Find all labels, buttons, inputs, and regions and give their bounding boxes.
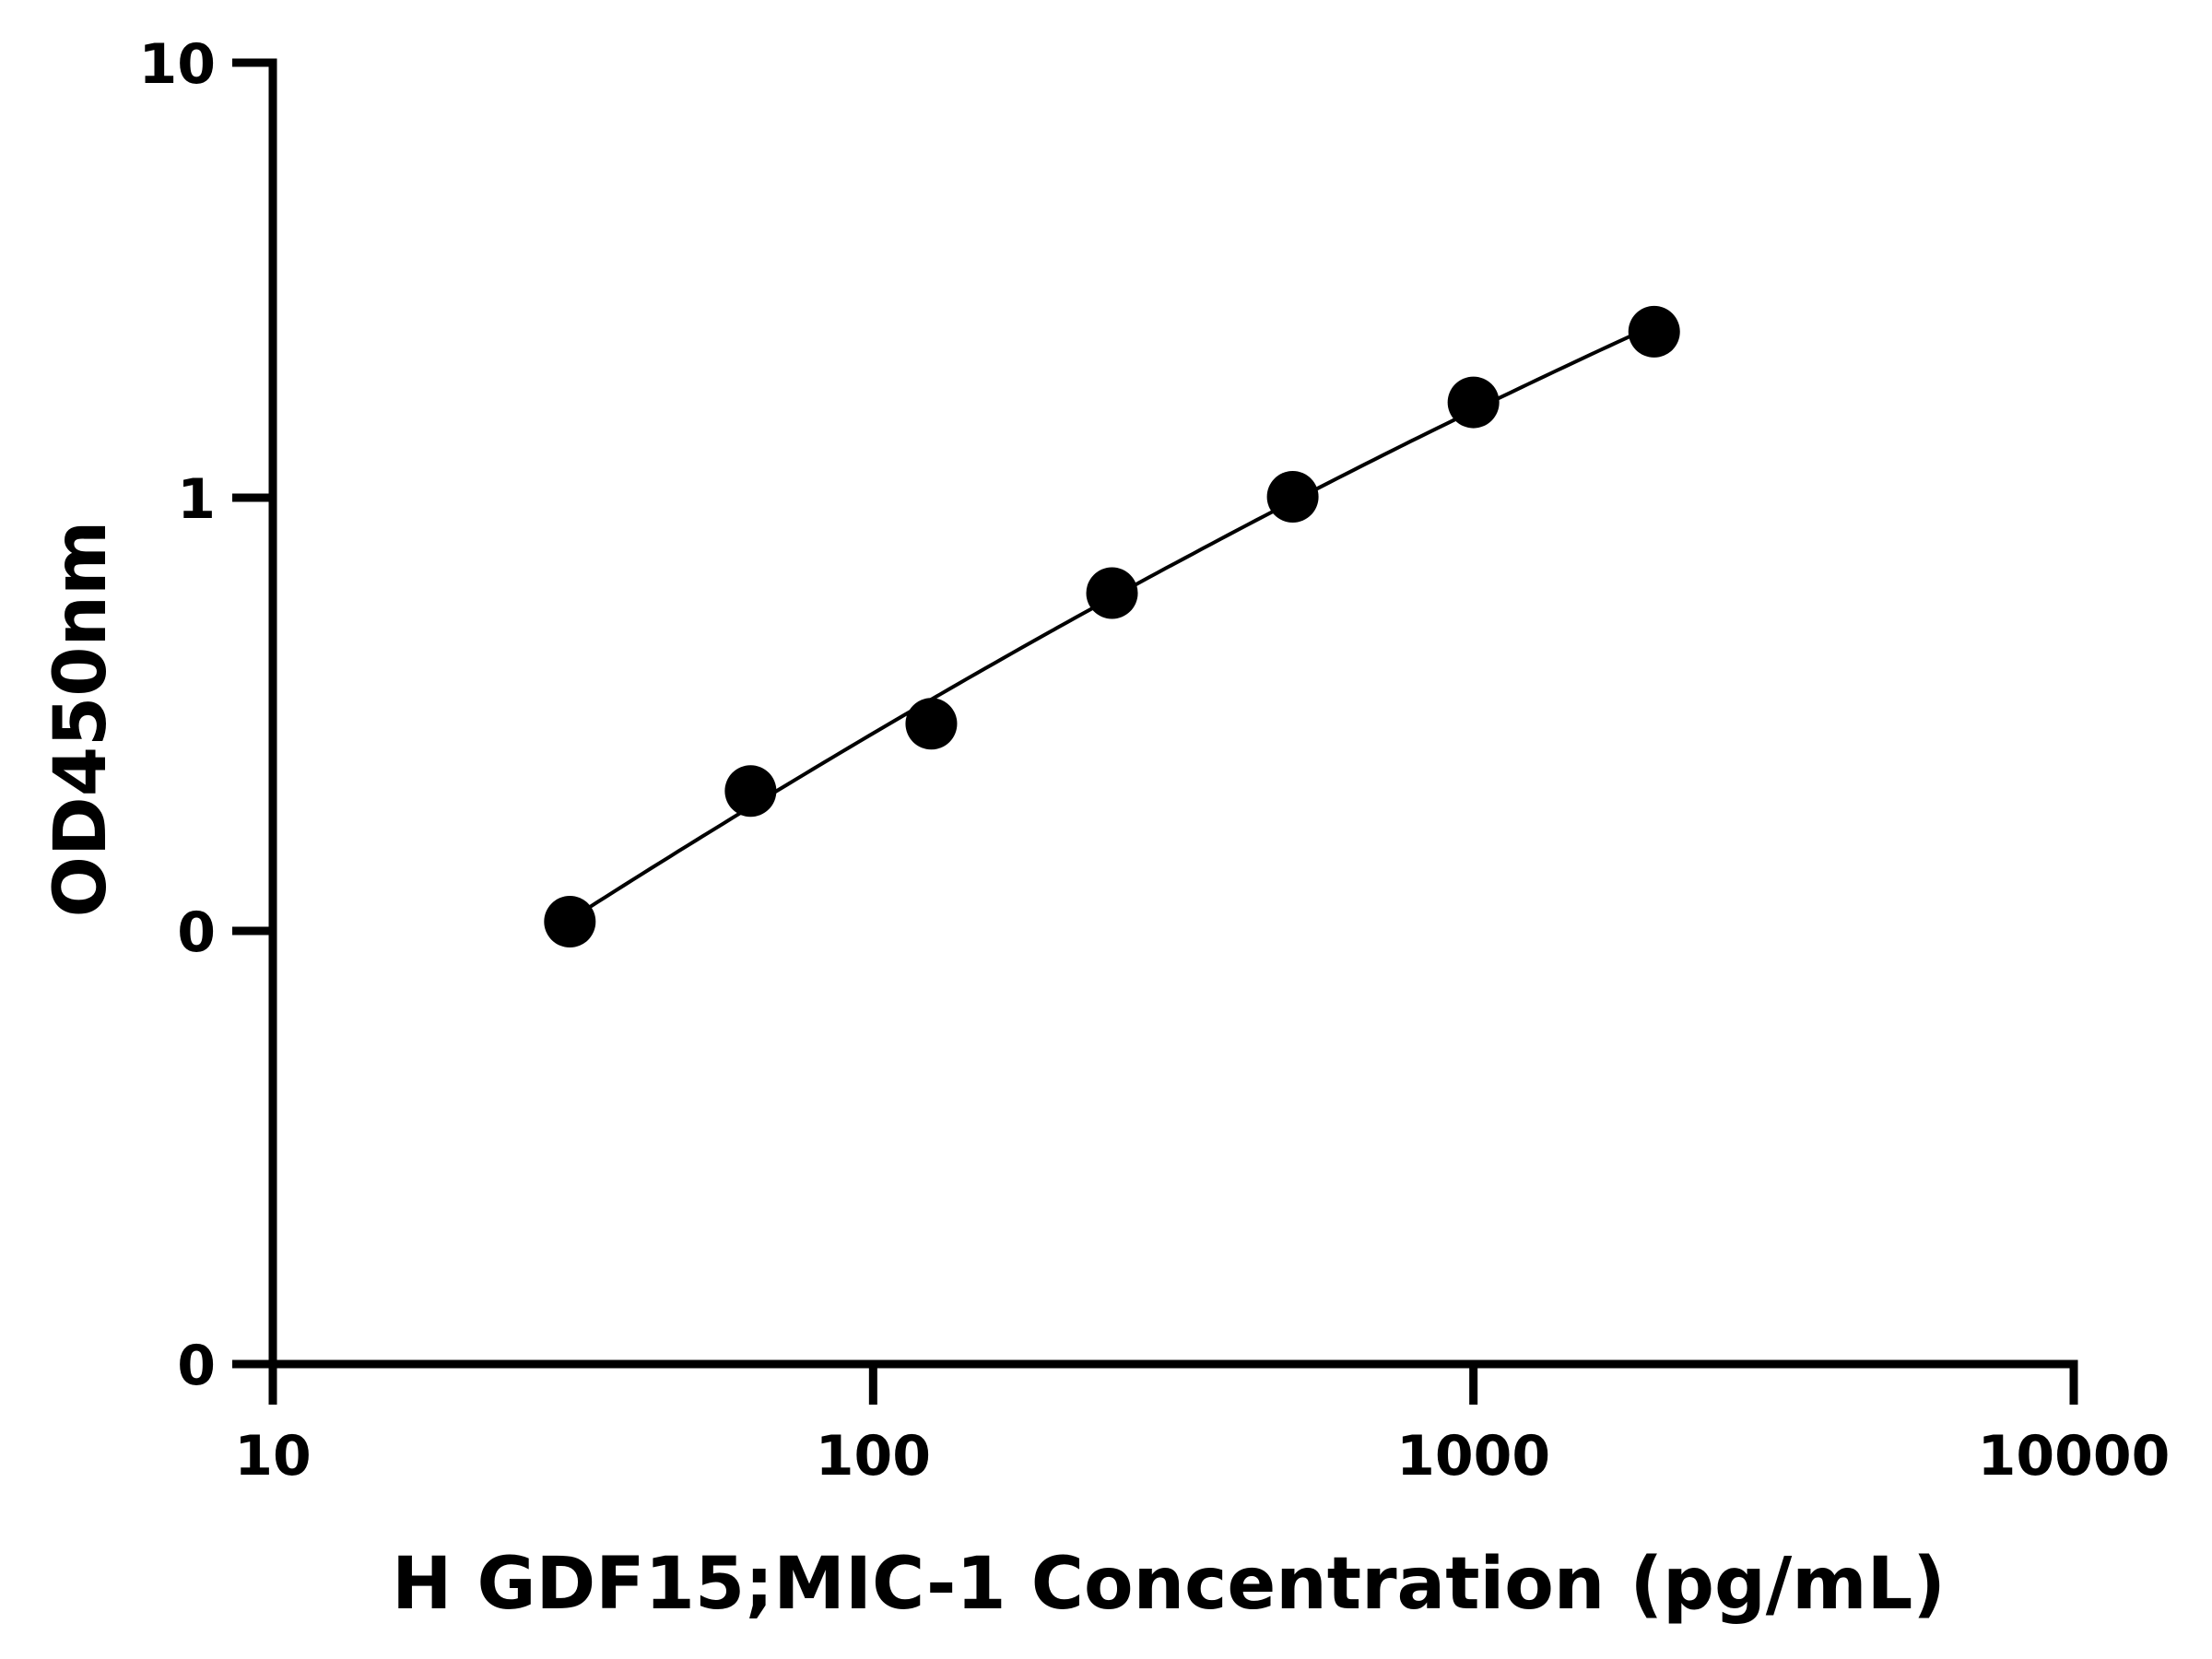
data-point bbox=[1266, 471, 1319, 523]
data-point bbox=[905, 698, 958, 750]
axes bbox=[268, 58, 2078, 1369]
y-tick-label: 0 bbox=[177, 900, 216, 965]
y-tick-label: 1 bbox=[177, 467, 216, 532]
data-point bbox=[724, 765, 777, 818]
x-tick-label: 10000 bbox=[1978, 1424, 2171, 1488]
data-point bbox=[1086, 567, 1138, 619]
data-point bbox=[1447, 376, 1500, 429]
data-points bbox=[544, 305, 1680, 948]
x-tick-label: 100 bbox=[816, 1424, 931, 1488]
x-tick-label: 1000 bbox=[1396, 1424, 1550, 1488]
y-tick-label: 0 bbox=[177, 1334, 216, 1398]
data-point bbox=[1628, 305, 1680, 358]
y-axis-label: OD450nm bbox=[40, 521, 123, 918]
y-tick-label: 10 bbox=[139, 32, 217, 97]
ticks: 10 100 1000 10000 0 0 1 10 bbox=[139, 32, 2171, 1488]
data-point bbox=[544, 896, 596, 948]
x-axis-label: H GDF15;MIC-1 Concentration (pg/mL) bbox=[392, 1543, 1946, 1626]
x-tick-label: 10 bbox=[234, 1424, 312, 1488]
